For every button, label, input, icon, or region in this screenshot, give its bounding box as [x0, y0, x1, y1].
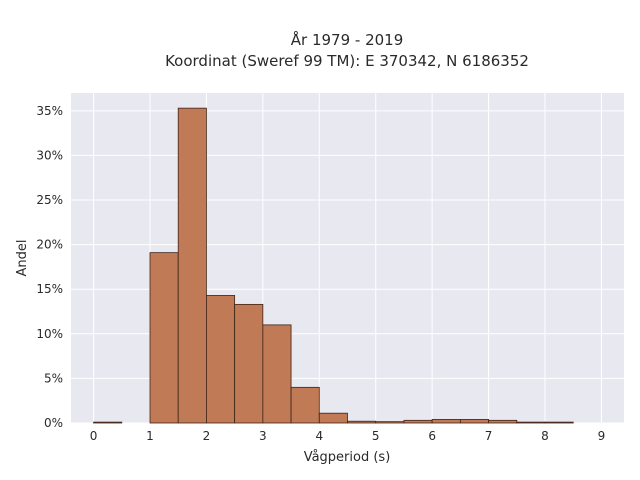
y-tick-label: 35% [36, 104, 63, 118]
chart-title: År 1979 - 2019 [291, 30, 404, 49]
histogram-bar [262, 324, 292, 424]
x-tick-label: 6 [428, 429, 436, 443]
histogram-bar [177, 107, 207, 424]
histogram-bar [347, 420, 377, 424]
y-tick-label: 25% [36, 193, 63, 207]
y-tick-label: 15% [36, 282, 63, 296]
x-tick-label: 4 [315, 429, 323, 443]
y-axis-label: Andel [15, 240, 30, 277]
histogram-bar [149, 252, 179, 424]
x-tick-label: 8 [541, 429, 549, 443]
histogram-bar [488, 419, 518, 424]
histogram-bar [544, 421, 574, 424]
y-tick-label: 10% [36, 327, 63, 341]
histogram-bar [403, 419, 433, 424]
x-tick-label: 5 [372, 429, 380, 443]
y-axis-ticks: 0% 5% 10% 15% 20% 25% 30% 35% [36, 104, 63, 430]
y-tick-label: 5% [44, 371, 63, 385]
histogram-bar [459, 419, 489, 424]
x-axis-ticks: 0 1 2 3 4 5 6 7 8 9 [90, 429, 605, 443]
y-tick-label: 0% [44, 416, 63, 430]
chart-subtitle: Koordinat (Sweref 99 TM): E 370342, N 61… [165, 52, 529, 70]
x-tick-label: 9 [598, 429, 606, 443]
histogram-bar [516, 421, 546, 424]
x-tick-label: 1 [146, 429, 154, 443]
histogram-bar [375, 421, 405, 424]
histogram-bar [206, 295, 236, 424]
y-tick-label: 20% [36, 238, 63, 252]
histogram-bar [234, 303, 264, 424]
histogram-bar [431, 419, 461, 424]
y-tick-label: 30% [36, 148, 63, 162]
histogram-bar [318, 412, 348, 424]
x-tick-label: 3 [259, 429, 267, 443]
x-axis-label: Vågperiod (s) [304, 450, 391, 465]
histogram-bar [93, 421, 123, 424]
x-tick-label: 0 [90, 429, 98, 443]
x-tick-label: 7 [485, 429, 493, 443]
bars [93, 107, 574, 424]
x-tick-label: 2 [203, 429, 211, 443]
histogram-bar [290, 386, 320, 424]
